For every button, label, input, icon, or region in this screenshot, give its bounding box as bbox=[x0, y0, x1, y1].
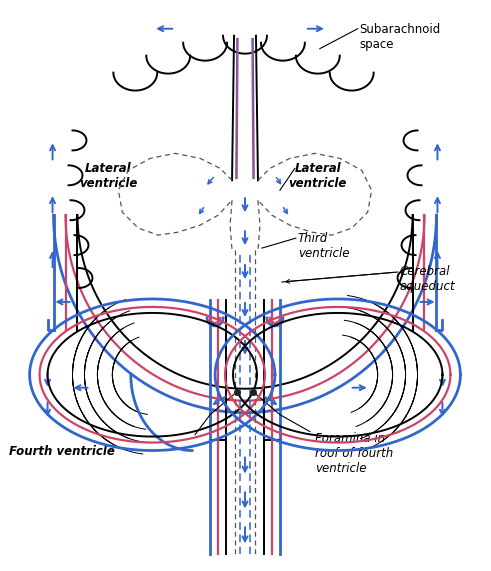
Text: Fourth ventricle: Fourth ventricle bbox=[9, 445, 114, 457]
Text: Cerebral
aqueduct: Cerebral aqueduct bbox=[400, 265, 455, 293]
Text: Lateral
ventricle: Lateral ventricle bbox=[79, 162, 137, 190]
Text: Foramina in
roof of fourth
ventricle: Foramina in roof of fourth ventricle bbox=[315, 432, 393, 475]
Text: Subarachnoid
space: Subarachnoid space bbox=[360, 23, 441, 51]
Text: Lateral
ventricle: Lateral ventricle bbox=[289, 162, 347, 190]
Text: Third
ventricle: Third ventricle bbox=[298, 232, 350, 260]
